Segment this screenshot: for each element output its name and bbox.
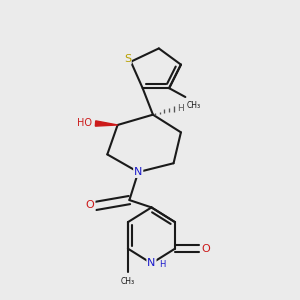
Text: O: O bbox=[86, 200, 94, 210]
Text: H: H bbox=[159, 260, 165, 269]
Text: S: S bbox=[124, 54, 131, 64]
Text: N: N bbox=[147, 258, 156, 268]
Text: CH₃: CH₃ bbox=[121, 278, 135, 286]
Text: N: N bbox=[134, 167, 142, 177]
Polygon shape bbox=[95, 121, 118, 126]
Text: O: O bbox=[202, 244, 210, 254]
Text: CH₃: CH₃ bbox=[187, 101, 201, 110]
Text: HO: HO bbox=[77, 118, 92, 128]
Text: H: H bbox=[177, 104, 184, 113]
